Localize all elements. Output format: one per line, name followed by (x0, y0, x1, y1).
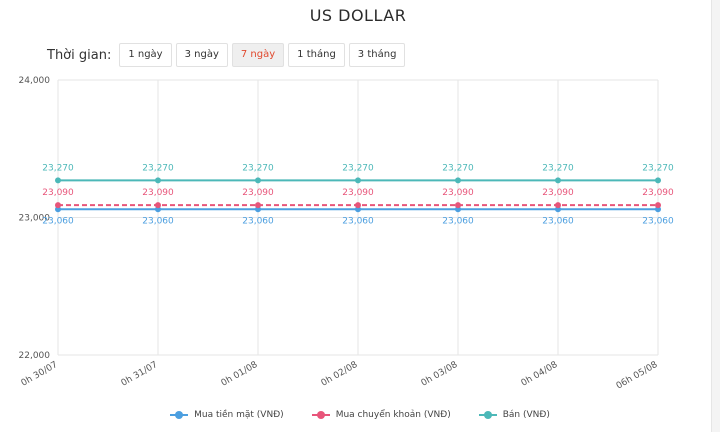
data-label: 23,270 (442, 163, 474, 173)
legend: Mua tiền mặt (VNĐ) Mua chuyển khoản (VNĐ… (0, 410, 720, 420)
legend-swatch-transfer-buy (311, 411, 330, 419)
data-label: 23,270 (42, 163, 74, 173)
data-label: 23,090 (142, 188, 174, 198)
x-tick-label: 06h 05/08 (615, 360, 660, 392)
data-point (455, 202, 461, 209)
x-tick-label: 0h 01/08 (220, 360, 260, 389)
data-point (55, 202, 61, 209)
data-point (155, 206, 161, 213)
data-point (255, 177, 261, 184)
data-label: 23,060 (642, 216, 674, 226)
legend-swatch-sell (478, 411, 497, 419)
data-point (555, 206, 561, 213)
range-button-1-day[interactable]: 1 ngày (119, 43, 172, 67)
y-tick-label: 23,000 (19, 214, 51, 224)
data-label: 23,090 (642, 188, 674, 198)
legend-label-cash-buy: Mua tiền mặt (VNĐ) (194, 410, 284, 420)
x-tick-label: 0h 30/07 (20, 360, 60, 389)
y-tick-label: 22,000 (19, 351, 51, 361)
range-button-3-months[interactable]: 3 tháng (348, 43, 406, 67)
data-point (155, 177, 161, 184)
legend-label-transfer-buy: Mua chuyển khoản (VNĐ) (335, 410, 451, 420)
window-edge (711, 0, 720, 432)
legend-item-transfer-buy[interactable]: Mua chuyển khoản (VNĐ) (311, 410, 451, 420)
data-label: 23,270 (642, 163, 674, 173)
x-tick-label: 0h 31/07 (120, 360, 160, 389)
data-point (555, 177, 561, 184)
data-point (155, 202, 161, 209)
range-button-1-month[interactable]: 1 tháng (288, 43, 345, 67)
data-label: 23,060 (442, 216, 474, 226)
data-label: 23,090 (42, 188, 74, 198)
range-button-3-days[interactable]: 3 ngày (175, 43, 228, 67)
data-point (255, 206, 261, 213)
x-tick-label: 0h 04/08 (520, 360, 560, 389)
data-point (55, 177, 61, 184)
data-point (355, 206, 361, 213)
data-label: 23,060 (42, 216, 74, 226)
legend-swatch-cash-buy (170, 411, 189, 419)
x-tick-label: 0h 02/08 (320, 360, 360, 389)
data-point (55, 206, 61, 213)
data-label: 23,270 (242, 163, 274, 173)
data-label: 23,060 (342, 216, 374, 226)
data-point (455, 206, 461, 213)
x-tick-label: 0h 03/08 (420, 360, 460, 389)
data-point (255, 202, 261, 209)
legend-label-sell: Bán (VNĐ) (502, 410, 550, 420)
data-point (355, 202, 361, 209)
legend-item-cash-buy[interactable]: Mua tiền mặt (VNĐ) (170, 410, 284, 420)
data-point (455, 177, 461, 184)
data-point (655, 177, 661, 184)
chart-title: US DOLLAR (309, 6, 407, 25)
data-label: 23,270 (142, 163, 174, 173)
range-button-7-days[interactable]: 7 ngày (231, 43, 285, 67)
data-label: 23,270 (342, 163, 374, 173)
data-label: 23,060 (142, 216, 174, 226)
data-label: 23,060 (542, 216, 574, 226)
data-label: 23,090 (442, 188, 474, 198)
data-point (655, 202, 661, 209)
data-label: 23,090 (242, 188, 274, 198)
data-label: 23,270 (542, 163, 574, 173)
data-point (355, 177, 361, 184)
data-point (655, 206, 661, 213)
y-tick-label: 24,000 (19, 76, 51, 86)
data-label: 23,090 (342, 188, 374, 198)
time-filter: Thời gian: 1 ngày 3 ngày 7 ngày 1 tháng … (47, 43, 409, 67)
data-label: 23,090 (542, 188, 574, 198)
time-filter-label: Thời gian: (47, 47, 112, 63)
legend-item-sell[interactable]: Bán (VNĐ) (478, 410, 550, 420)
data-point (555, 202, 561, 209)
data-label: 23,060 (242, 216, 274, 226)
